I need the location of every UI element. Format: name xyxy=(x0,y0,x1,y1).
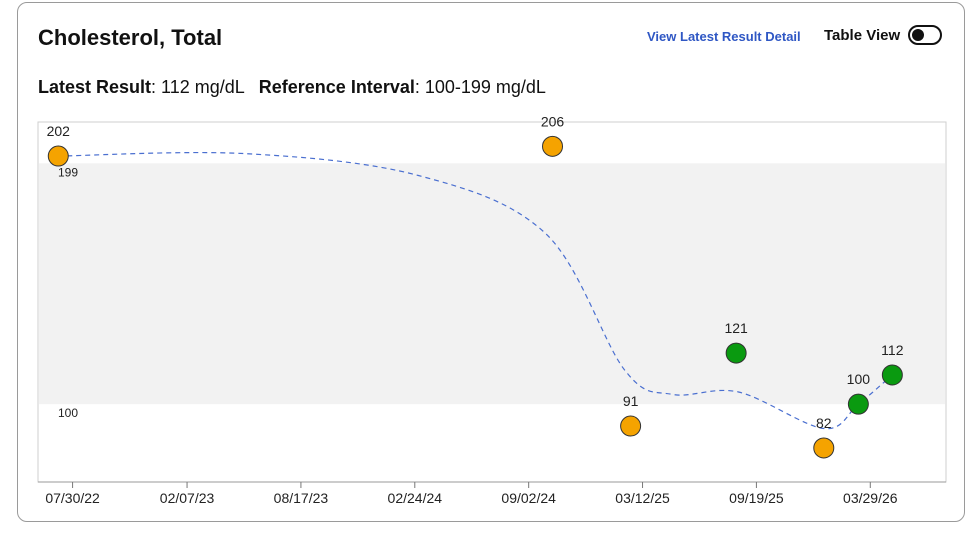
x-tick-label: 09/19/25 xyxy=(729,490,784,506)
data-point-label: 202 xyxy=(47,123,71,139)
page-title: Cholesterol, Total xyxy=(38,25,223,50)
view-latest-result-detail-link[interactable]: View Latest Result Detail xyxy=(647,29,801,44)
x-tick-label: 09/02/24 xyxy=(501,490,556,506)
table-view-label: Table View xyxy=(824,26,901,44)
data-point[interactable] xyxy=(47,145,69,167)
reference-high-label: 199 xyxy=(58,165,78,179)
trend-line xyxy=(58,151,893,430)
data-point[interactable] xyxy=(813,437,835,459)
data-point-label: 82 xyxy=(816,415,832,431)
data-point-label: 206 xyxy=(541,113,565,129)
data-point-label: 91 xyxy=(623,393,639,409)
data-point-label: 112 xyxy=(881,342,904,358)
x-tick-label: 03/29/26 xyxy=(843,490,898,506)
latest-result-value: : 112 mg/dL xyxy=(151,77,245,97)
reference-interval-label: Reference Interval xyxy=(258,77,415,97)
data-point[interactable] xyxy=(847,393,869,415)
data-point[interactable] xyxy=(620,415,642,437)
reference-interval-value: : 100-199 mg/dL xyxy=(414,77,546,97)
data-point-label: 100 xyxy=(847,371,871,387)
data-point[interactable] xyxy=(542,135,564,157)
reference-band xyxy=(39,163,945,405)
data-point-label: 121 xyxy=(724,320,748,336)
table-view-toggle[interactable] xyxy=(908,25,943,45)
x-tick-label: 08/17/23 xyxy=(274,490,329,506)
x-tick-label: 02/07/23 xyxy=(160,490,215,506)
latest-result-label: Latest Result xyxy=(38,77,152,97)
data-points: 202 206 91 121 82 100 112 xyxy=(47,113,904,459)
data-point[interactable] xyxy=(881,364,903,386)
x-tick-label: 03/12/25 xyxy=(615,490,670,506)
table-view-toggle-group: Table View xyxy=(824,25,943,45)
toggle-knob xyxy=(912,29,925,41)
result-summary: Latest Result: 112 mg/dL Reference Interv… xyxy=(38,77,546,98)
data-point[interactable] xyxy=(725,342,747,364)
x-ticks: 07/30/22 02/07/23 08/17/23 02/24/24 09/02/24… xyxy=(45,482,898,506)
reference-low-label: 100 xyxy=(58,406,78,420)
x-tick-label: 07/30/22 xyxy=(45,490,100,506)
x-tick-label: 02/24/24 xyxy=(388,490,443,506)
